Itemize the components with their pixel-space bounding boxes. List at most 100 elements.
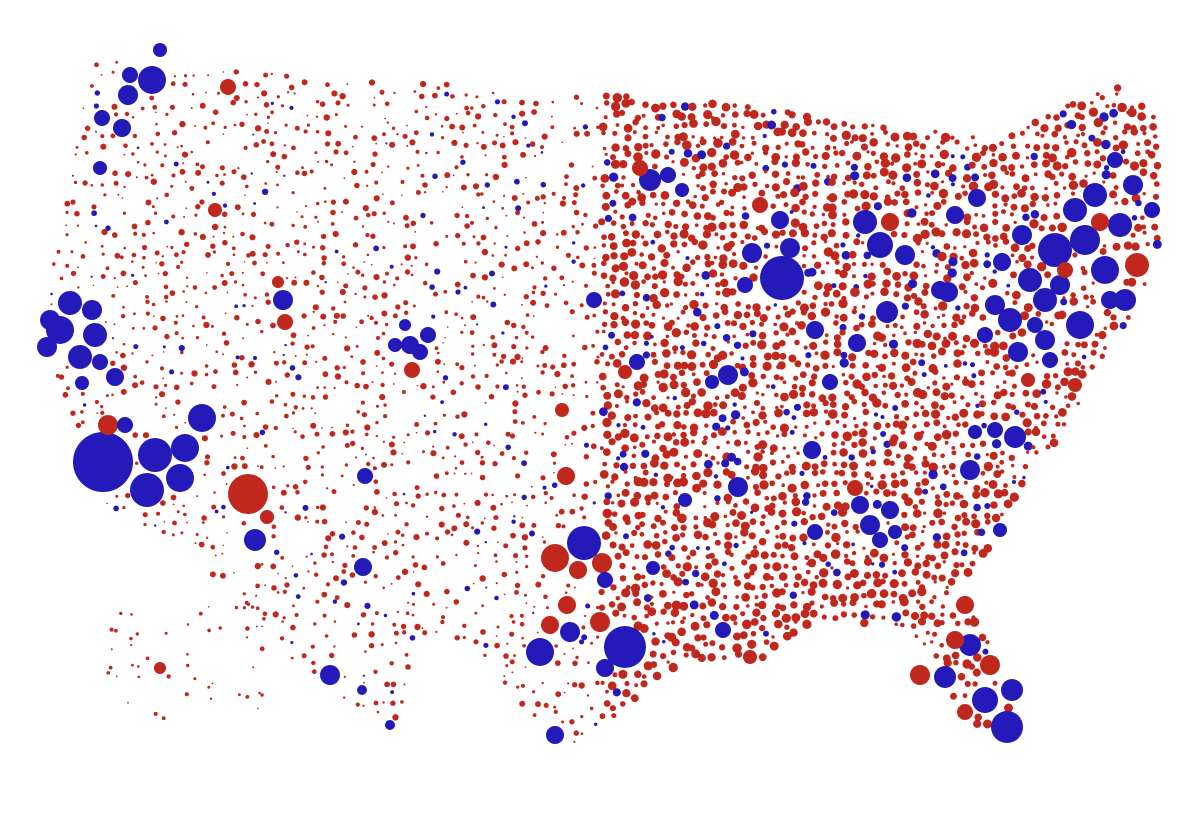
county-circle: [1045, 320, 1049, 324]
county-circle: [210, 544, 216, 550]
county-circle: [274, 467, 277, 469]
county-circle: [522, 120, 528, 127]
county-circle: [301, 653, 307, 659]
county-circle: [649, 191, 657, 199]
county-circle: [789, 468, 796, 475]
county-circle: [521, 494, 527, 500]
county-circle: [741, 212, 750, 220]
county-circle: [991, 711, 1023, 743]
county-circle: [905, 339, 912, 346]
county-circle: [872, 436, 877, 441]
county-circle: [1001, 679, 1023, 701]
county-circle: [774, 542, 782, 550]
county-circle: [230, 430, 236, 436]
county-circle: [1000, 488, 1009, 497]
county-circle: [723, 142, 731, 150]
county-circle: [80, 410, 84, 414]
county-circle: [739, 220, 748, 230]
county-circle: [422, 182, 428, 188]
county-circle: [645, 212, 651, 218]
county-circle: [916, 554, 920, 558]
county-circle: [812, 190, 819, 197]
county-circle: [444, 588, 450, 595]
county-circle: [861, 241, 865, 245]
county-circle: [401, 194, 403, 197]
county-circle: [382, 586, 386, 590]
county-circle: [718, 602, 727, 611]
county-circle: [660, 338, 669, 348]
county-circle: [474, 528, 481, 535]
county-circle: [882, 353, 888, 360]
county-circle: [186, 652, 189, 656]
county-circle: [632, 589, 640, 598]
county-circle: [763, 419, 768, 424]
county-circle: [944, 590, 949, 596]
county-circle: [1020, 130, 1025, 136]
county-circle: [277, 572, 280, 575]
county-circle: [800, 609, 810, 619]
county-circle: [968, 248, 978, 258]
county-circle: [601, 329, 606, 334]
county-circle: [916, 222, 921, 226]
county-circle: [131, 352, 134, 355]
county-circle: [721, 188, 727, 195]
county-circle: [342, 255, 346, 259]
county-circle: [1001, 194, 1010, 203]
county-circle: [935, 262, 939, 267]
county-circle: [523, 240, 530, 247]
county-circle: [414, 256, 418, 260]
county-circle: [479, 474, 486, 481]
county-circle: [775, 473, 782, 480]
county-circle: [821, 480, 829, 488]
county-circle: [272, 276, 284, 288]
county-circle: [374, 489, 380, 495]
county-circle: [301, 79, 308, 86]
county-circle: [654, 514, 662, 523]
county-circle: [581, 625, 586, 630]
county-circle: [959, 350, 965, 356]
county-circle: [561, 141, 563, 144]
county-circle: [658, 382, 668, 393]
county-circle: [877, 363, 887, 372]
county-circle: [390, 463, 394, 467]
county-circle: [912, 504, 919, 510]
county-circle: [602, 508, 613, 519]
county-circle: [389, 141, 396, 148]
county-circle: [634, 554, 640, 560]
county-circle: [254, 562, 261, 570]
county-circle: [780, 120, 789, 129]
county-circle: [892, 361, 896, 366]
county-circle: [585, 394, 589, 399]
county-circle: [866, 150, 870, 154]
county-circle: [858, 321, 865, 328]
county-circle: [839, 358, 849, 368]
county-circle: [534, 431, 537, 434]
county-circle: [461, 411, 468, 418]
county-circle: [573, 130, 580, 137]
county-circle: [525, 565, 529, 569]
county-circle: [807, 558, 817, 568]
county-circle: [899, 383, 905, 388]
county-circle: [812, 179, 820, 187]
county-circle: [324, 634, 329, 638]
county-circle: [129, 636, 133, 641]
county-circle: [453, 599, 460, 605]
county-circle: [388, 441, 395, 448]
county-circle: [257, 96, 259, 99]
county-circle: [83, 323, 107, 347]
county-circle: [151, 205, 155, 209]
county-circle: [312, 310, 315, 313]
county-circle: [1120, 149, 1126, 155]
county-circle: [733, 276, 738, 281]
county-circle: [464, 223, 470, 229]
county-circle: [839, 269, 848, 279]
county-circle: [203, 125, 208, 130]
county-circle: [866, 588, 877, 599]
county-circle: [946, 631, 964, 649]
county-circle: [807, 311, 817, 321]
county-circle: [211, 384, 217, 390]
county-circle: [862, 372, 871, 382]
county-circle: [141, 232, 146, 237]
county-circle: [662, 450, 671, 459]
